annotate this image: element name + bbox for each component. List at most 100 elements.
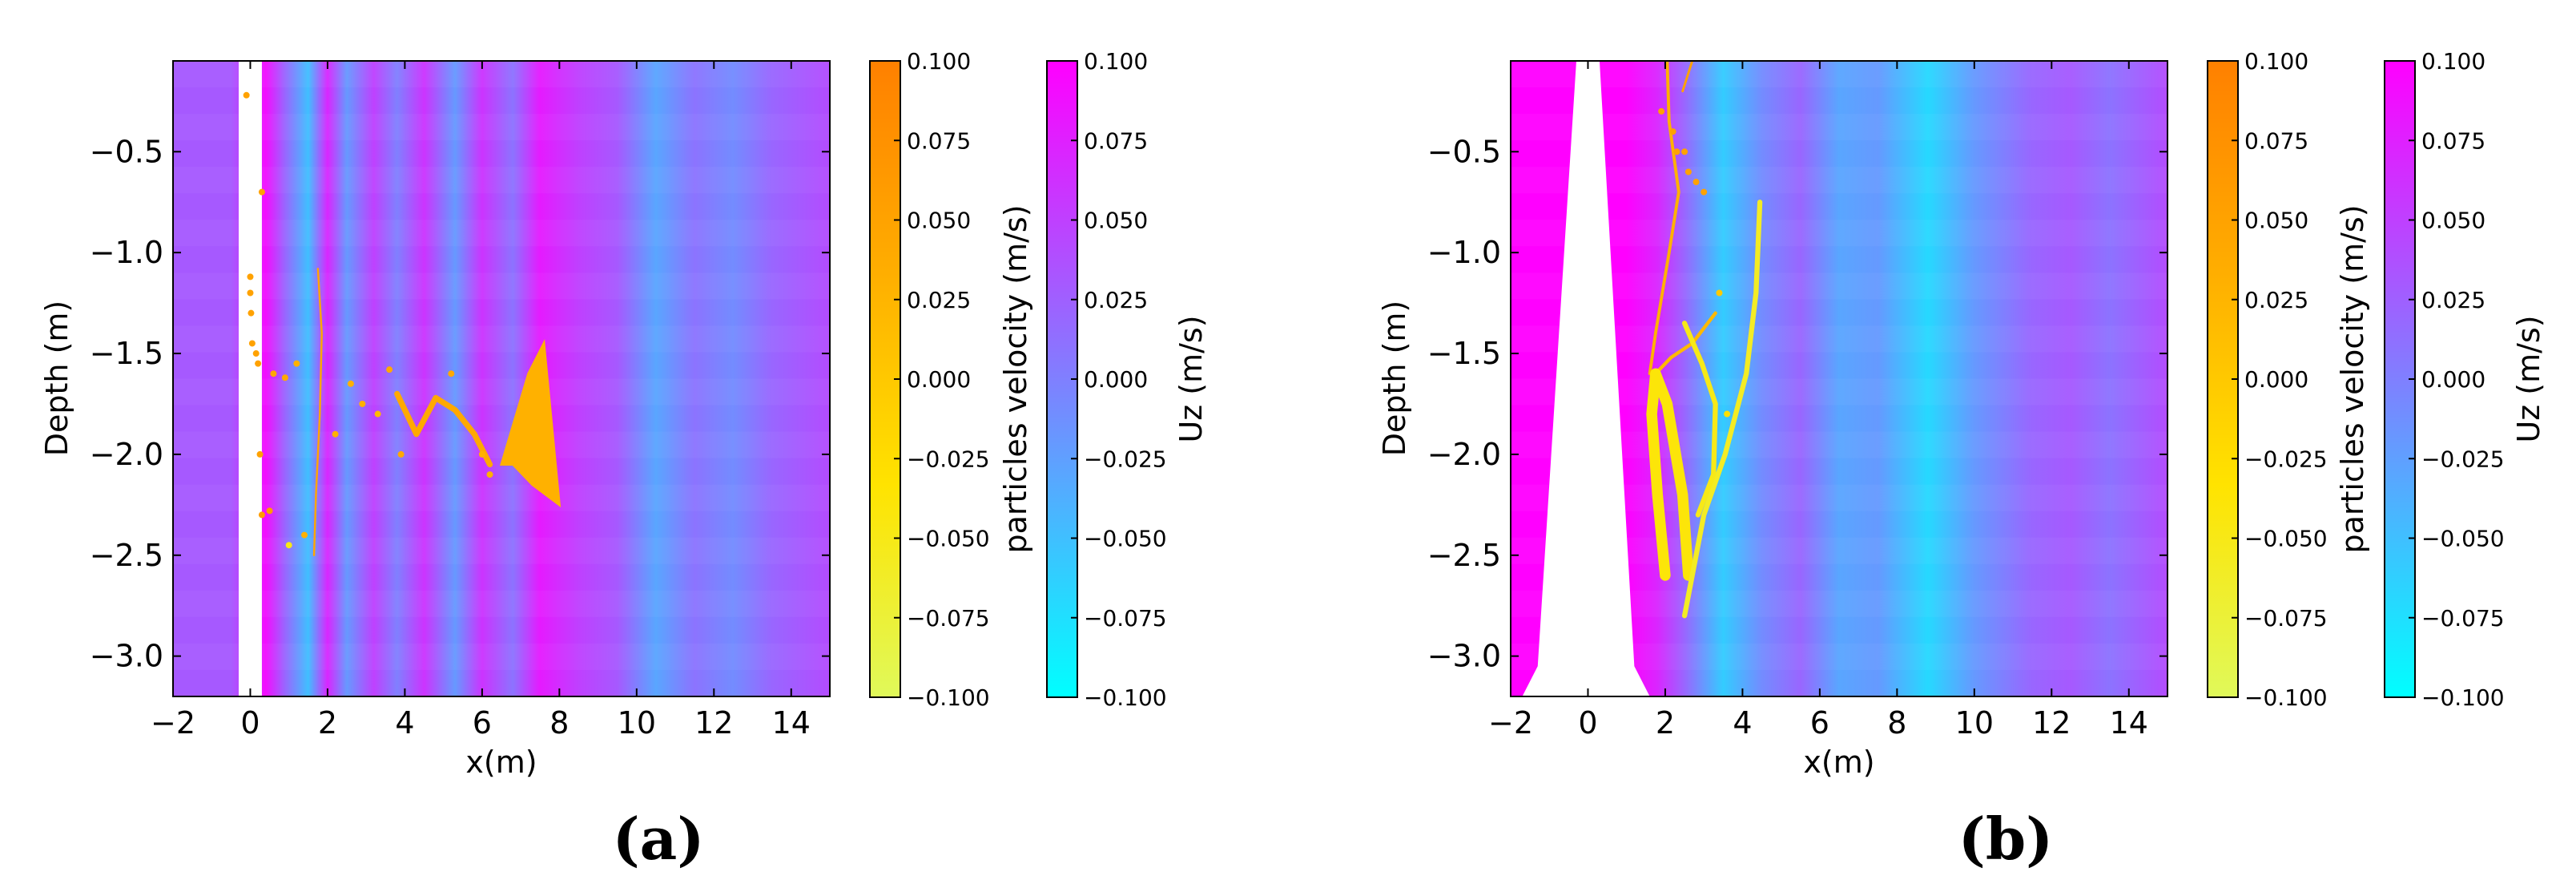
particle-point	[248, 309, 255, 317]
colorbar-tick-label: −0.050	[1084, 526, 1167, 552]
colorbar-uz-b-label: Uz (m/s)	[2511, 315, 2546, 442]
particle-point	[1693, 179, 1700, 186]
particle-cluster	[1648, 61, 1680, 376]
x-axis-label-b: x(m)	[1803, 745, 1874, 780]
x-tick-label: −2	[1488, 705, 1533, 741]
colorbar-tick-label: 0.050	[2421, 208, 2485, 234]
plot-frame-b	[1510, 60, 2168, 697]
colorbar-particles-a-ticks: 0.100 0.075 0.050 0.025 0.000 −0.025 −0.050 −0.…	[894, 48, 990, 711]
colorbar-particles-b-ticks: 0.100 0.075 0.050 0.025 0.000 −0.025 −0.050 −0.…	[2232, 48, 2328, 711]
colorbar-uz-a-label: Uz (m/s)	[1173, 315, 1209, 442]
x-tick-label: 10	[618, 705, 656, 741]
particle-cluster	[1681, 321, 1718, 518]
y-axis-label-b: Depth (m)	[1377, 301, 1412, 457]
particle-point	[258, 188, 265, 196]
particle-point	[252, 350, 260, 357]
particle-point	[1716, 289, 1723, 297]
field-band	[173, 272, 830, 300]
y-tick-label: −3.0	[90, 639, 163, 674]
field-band	[1511, 220, 2167, 247]
colorbar-tick-label: 0.050	[2244, 208, 2308, 234]
y-tick-label: −1.5	[90, 336, 163, 371]
x-tick-label: 4	[1733, 705, 1752, 741]
particle-point	[1701, 188, 1708, 196]
colorbar-uz-b-ticks: 0.100 0.075 0.050 0.025 0.000 −0.025 −0.050 −0.…	[2409, 48, 2505, 711]
particle-point	[256, 450, 264, 458]
field-band	[173, 590, 830, 617]
field-band	[1511, 272, 2167, 300]
y-tick-label: −1.0	[1427, 235, 1501, 270]
colorbar-tick-label: −0.100	[2244, 684, 2328, 711]
x-tick-label: 0	[240, 705, 260, 741]
field-band	[1511, 61, 2167, 88]
field-band	[173, 378, 830, 406]
colorbar-tick-label: 0.025	[1084, 287, 1148, 313]
field-band	[173, 61, 830, 88]
colorbar-tick-label: 0.050	[1084, 208, 1148, 234]
x-axis-label-a: x(m)	[465, 745, 537, 780]
particle-point	[270, 370, 277, 377]
particle-cluster	[1681, 61, 1694, 93]
x-tick-label: 0	[1578, 705, 1597, 741]
x-tick-label: 6	[1810, 705, 1829, 741]
axis-ticks-a: −2 0 2 4 6 8 10 12 14 −0.5 −1.0 −1.5 −2.0 −2.5 −3.0	[90, 61, 830, 741]
x-tick-label: 12	[2032, 705, 2071, 741]
particle-point	[293, 360, 300, 367]
colorbar-tick-label: 0.100	[1084, 48, 1148, 75]
x-tick-label: 14	[2110, 705, 2148, 741]
heatmap-plot-b	[1511, 61, 2167, 696]
field-band	[173, 643, 830, 670]
y-tick-label: −2.5	[90, 538, 163, 573]
colorbar-tick-label: −0.100	[2421, 684, 2505, 711]
field-band	[173, 484, 830, 511]
particle-point	[1669, 128, 1676, 135]
y-tick-label: −2.0	[90, 437, 163, 472]
y-axis-label-a: Depth (m)	[39, 301, 74, 457]
colorbar-tick-label: −0.075	[1084, 605, 1167, 632]
particle-point	[255, 360, 262, 367]
particle-point	[332, 430, 339, 438]
particle-point	[374, 410, 381, 418]
field-band	[1511, 167, 2167, 194]
panel-b: −2 0 2 4 6 8 10 12 14 −0.5 −1.0 −1.5 −2.0 −2.5 −3.0 x(…	[1377, 60, 2168, 873]
particle-point	[1681, 148, 1688, 155]
panel-label-b: (b)	[1958, 805, 2053, 873]
colorbar-tick-label: 0.075	[2244, 127, 2308, 154]
field-band	[173, 114, 830, 141]
colorbar-particles-a-label: particles velocity (m/s)	[998, 204, 1033, 553]
colorbar-tick-label: −0.075	[907, 605, 990, 632]
particle-point	[448, 370, 455, 377]
x-tick-label: 12	[694, 705, 733, 741]
field-band	[173, 537, 830, 564]
axis-ticks-b: −2 0 2 4 6 8 10 12 14 −0.5 −1.0 −1.5 −2.0 −2.5 −3.0	[1427, 61, 2167, 741]
colorbar-tick-label: 0.025	[907, 287, 971, 313]
colorbar-tick-label: 0.100	[907, 48, 971, 75]
field-band	[173, 167, 830, 194]
colorbar-tick-label: −0.075	[2244, 605, 2328, 632]
particle-point	[247, 289, 254, 297]
x-tick-label: 10	[1955, 705, 1994, 741]
particle-point	[266, 507, 273, 515]
particle-cluster	[1649, 311, 1717, 380]
particle-point	[1673, 148, 1680, 155]
x-tick-label: 2	[1656, 705, 1675, 741]
field-band	[173, 431, 830, 458]
colorbar-tick-label: 0.025	[2421, 287, 2485, 313]
x-tick-label: 14	[772, 705, 811, 741]
colorbar-tick-label: 0.075	[2421, 127, 2485, 154]
x-tick-label: −2	[151, 705, 195, 741]
y-tick-label: −2.0	[1427, 437, 1501, 472]
x-tick-label: 8	[549, 705, 569, 741]
colorbar-tick-label: 0.075	[1084, 127, 1148, 154]
particle-point	[285, 542, 292, 549]
panel-a: −2 0 2 4 6 8 10 12 14 −0.5 −1.0 −1.5 −2.0 −2.5 −3.0 x(…	[39, 60, 831, 873]
particle-point	[258, 511, 265, 519]
colorbar-uz-a-ticks: 0.100 0.075 0.050 0.025 0.000 −0.025 −0.050 −0.…	[1071, 48, 1167, 711]
colorbar-tick-label: −0.100	[907, 684, 990, 711]
plot-frame-a	[172, 60, 831, 697]
particle-point	[301, 531, 308, 539]
colorbar-tick-label: −0.050	[2244, 526, 2328, 552]
particle-point	[359, 400, 366, 407]
y-tick-label: −1.0	[90, 235, 163, 270]
colorbar-particles-b: 0.100 0.075 0.050 0.025 0.000 −0.025 −0.050 −0.…	[2207, 48, 2370, 711]
